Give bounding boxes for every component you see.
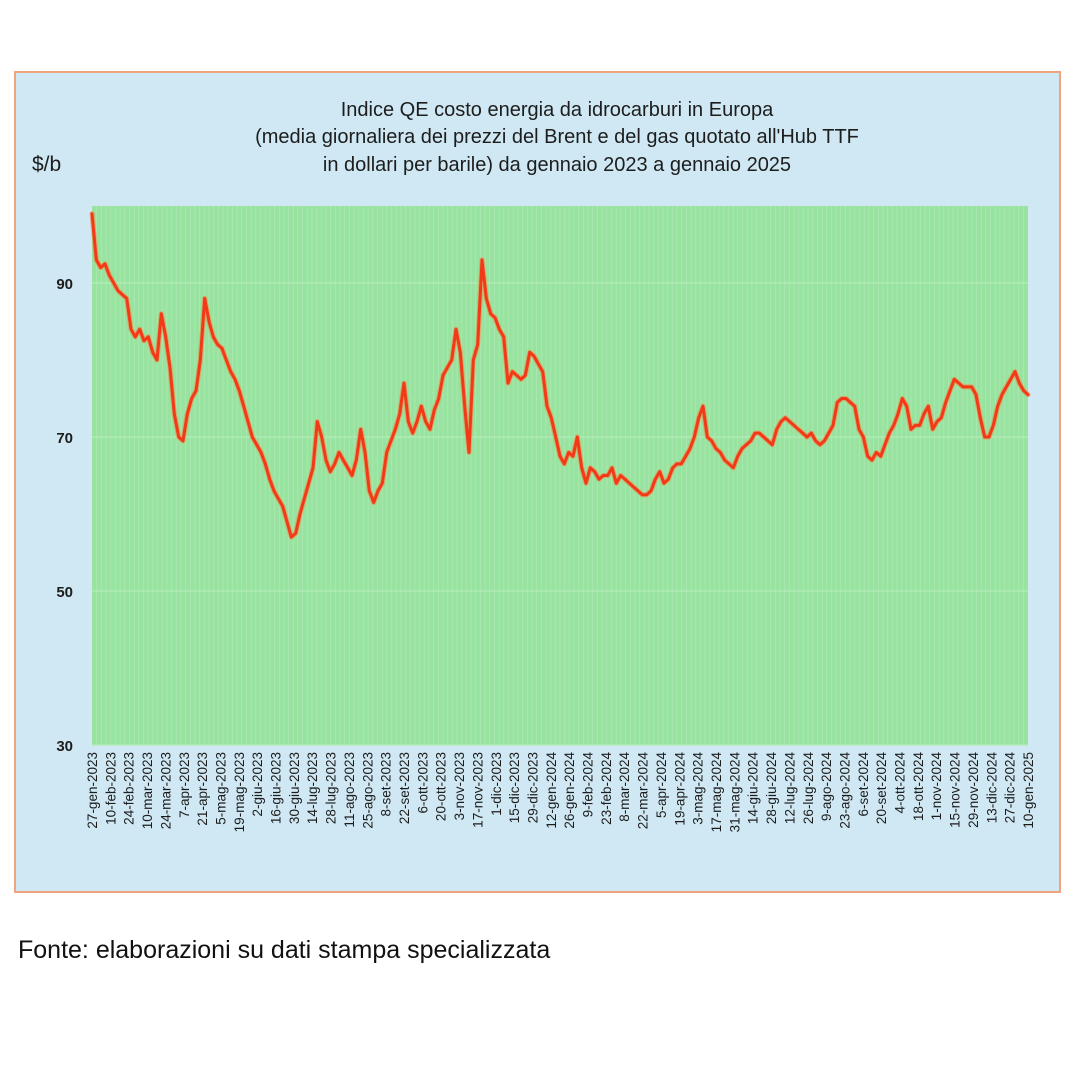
x-tick-label: 21-apr-2023: [195, 752, 210, 826]
x-tick-label: 29-dic-2023: [525, 752, 540, 823]
x-tick-label: 27-gen-2023: [85, 752, 100, 829]
x-tick-label: 26-lug-2024: [801, 752, 816, 825]
chart-title: Indice QE costo energia da idrocarburi i…: [255, 99, 859, 176]
x-tick-label: 10-feb-2023: [103, 752, 118, 825]
x-tick-label: 28-giu-2024: [764, 752, 779, 825]
x-tick-label: 8-set-2023: [379, 752, 394, 817]
x-tick-label: 15-dic-2023: [507, 752, 522, 823]
x-tick-label: 5-mag-2023: [213, 752, 228, 825]
x-tick-label: 10-mar-2023: [140, 752, 155, 829]
x-tick-label: 27-dic-2024: [1003, 752, 1018, 824]
x-tick-label: 24-feb-2023: [122, 752, 137, 825]
x-tick-label: 6-ott-2023: [415, 752, 430, 814]
x-tick-label: 23-ago-2024: [837, 752, 852, 829]
chart-title-line-2: (media giornaliera dei prezzi del Brent …: [255, 126, 859, 148]
x-tick-label: 15-nov-2024: [948, 752, 963, 828]
y-tick-label: 30: [56, 738, 73, 755]
x-tick-label: 25-ago-2023: [360, 752, 375, 829]
source-note: Fonte: elaborazioni su dati stampa speci…: [18, 936, 551, 964]
x-tick-label: 3-mag-2024: [691, 752, 706, 825]
x-tick-label: 14-giu-2024: [746, 752, 761, 825]
x-tick-label: 12-gen-2024: [544, 752, 559, 829]
series-line-0: [90, 212, 1030, 539]
y-tick-label: 50: [56, 584, 73, 601]
y-axis-label: $/b: [32, 153, 61, 176]
x-tick-label: 17-mag-2024: [709, 752, 724, 833]
x-tick-label: 17-nov-2023: [470, 752, 485, 828]
x-tick-label: 4-ott-2024: [893, 752, 908, 814]
x-tick-label: 29-nov-2024: [966, 752, 981, 828]
x-tick-label: 16-giu-2023: [269, 752, 284, 824]
chart-title-line-3: in dollari per barile) da gennaio 2023 a…: [323, 154, 791, 176]
x-tick-label: 2-giu-2023: [250, 752, 265, 817]
x-tick-label: 30-giu-2023: [287, 752, 302, 824]
x-tick-label: 1-dic-2023: [489, 752, 504, 816]
x-tick-label: 19-apr-2024: [672, 752, 687, 826]
x-tick-label: 22-set-2023: [397, 752, 412, 824]
x-tick-label: 11-ago-2023: [342, 752, 357, 828]
x-tick-label: 7-apr-2023: [177, 752, 192, 818]
x-tick-label: 22-mar-2024: [636, 752, 651, 830]
y-tick-label: 70: [56, 430, 73, 447]
x-tick-label: 26-gen-2024: [562, 752, 577, 829]
x-tick-label: 20-ott-2023: [434, 752, 449, 821]
x-tick-label: 28-lug-2023: [324, 752, 339, 824]
x-tick-label: 10-gen-2025: [1021, 752, 1036, 829]
series-layer: [89, 211, 1031, 540]
x-tick-label: 5-apr-2024: [654, 752, 669, 819]
x-tick-label: 9-ago-2024: [819, 752, 834, 822]
x-tick-label: 8-mar-2024: [617, 752, 632, 822]
x-tick-label: 20-set-2024: [874, 752, 889, 825]
line-chart: Indice QE costo energia da idrocarburi i…: [32, 99, 1036, 833]
x-tick-label: 31-mag-2024: [727, 752, 742, 833]
y-tick-label: 90: [56, 276, 73, 293]
x-tick-label: 6-set-2024: [856, 752, 871, 817]
x-tick-label: 18-ott-2024: [911, 752, 926, 822]
x-tick-label: 24-mar-2023: [158, 752, 173, 829]
x-tick-label: 1-nov-2024: [929, 752, 944, 821]
x-tick-label: 14-lug-2023: [305, 752, 320, 824]
vertical-gridlines: [96, 206, 1024, 745]
x-tick-label: 19-mag-2023: [232, 752, 247, 832]
y-tick-labels: 30 50 70 90: [56, 276, 73, 755]
x-tick-label: 12-lug-2024: [782, 752, 797, 825]
x-tick-label: 13-dic-2024: [984, 752, 999, 824]
horizontal-gridlines: [92, 282, 1028, 746]
x-tick-label: 3-nov-2023: [452, 752, 467, 820]
chart-frame: Indice QE costo energia da idrocarburi i…: [14, 71, 1061, 893]
x-tick-label: 9-feb-2024: [581, 752, 596, 818]
chart-title-line-1: Indice QE costo energia da idrocarburi i…: [341, 99, 774, 121]
x-tick-labels: 27-gen-2023 10-feb-2023 24-feb-2023 10-mar-…: [85, 752, 1036, 833]
x-tick-label: 23-feb-2024: [599, 752, 614, 825]
